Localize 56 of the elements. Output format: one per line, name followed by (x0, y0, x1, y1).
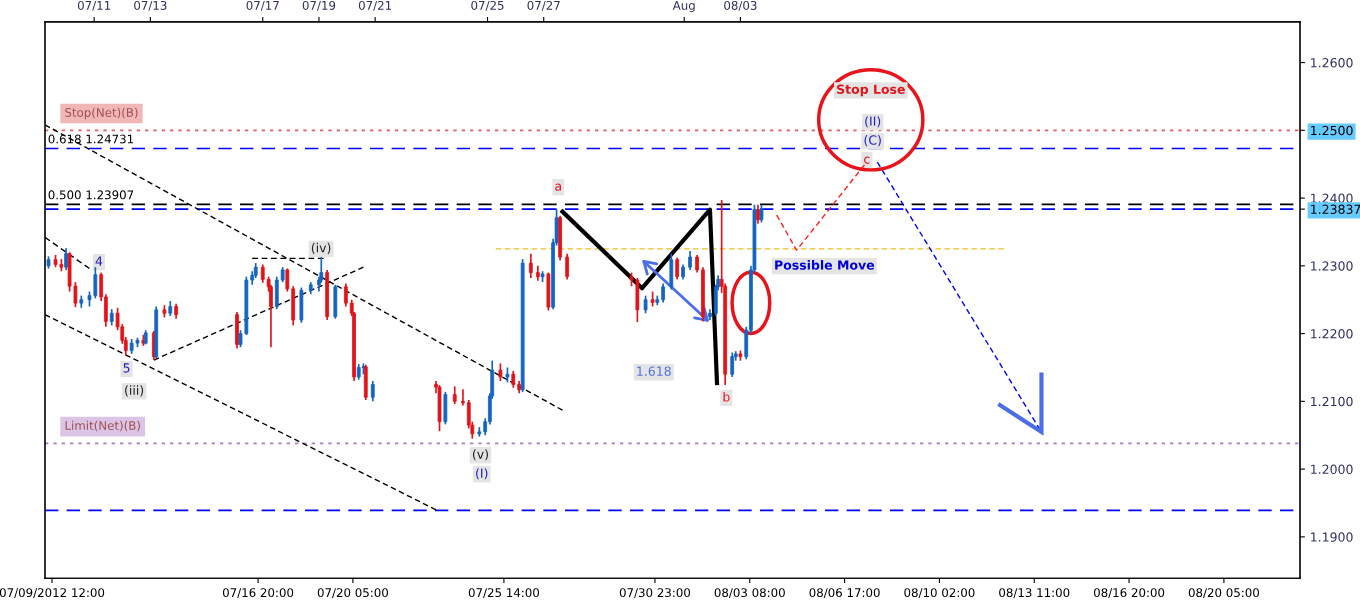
candlestick (343, 282, 348, 308)
ref-line-label: 0.500 1.23907 (48, 190, 134, 200)
candlestick (370, 380, 375, 403)
annotation: 5 (123, 363, 130, 373)
x2-tick-label: 07/19 (302, 0, 336, 11)
annotation: (iii) (125, 385, 144, 397)
x2-tick-label: 07/25 (471, 0, 504, 11)
y-tick-label: 1.1900 (1311, 532, 1353, 542)
annotation: b (723, 391, 730, 402)
y-tick-label: 1.23837 (1311, 204, 1360, 215)
candlestick (688, 250, 692, 271)
x-tick-label: 08/20 05:00 (1188, 588, 1260, 598)
x2-tick-label: 07/27 (527, 0, 560, 11)
x2-tick-label: 07/13 (134, 0, 167, 11)
annotation: c (864, 156, 870, 164)
x-tick-label: 07/20 05:00 (317, 588, 389, 598)
annotation: (II) (865, 116, 881, 128)
y-tick-label: 1.2200 (1311, 329, 1353, 339)
x2-tick-label: 07/17 (246, 0, 279, 11)
y-tick-label: 1.2400 (1311, 193, 1353, 203)
x-tick-label: 08/10 02:00 (904, 588, 975, 598)
y-tick-label: 1.2500 (1311, 125, 1353, 136)
x-tick-label: 07/30 23:00 (619, 588, 691, 598)
line-series (560, 207, 720, 386)
y-tick-label: 1.2100 (1311, 396, 1353, 407)
ref-line-label: 0.618 1.24731 (48, 134, 134, 144)
x2-tick-label: Aug (672, 1, 695, 13)
candlestick (461, 388, 465, 407)
ref-line-label: Limit(Net)(B) (65, 420, 140, 432)
x-tick-label: 08/03 08:00 (714, 588, 785, 598)
y-tick-label: 1.2300 (1311, 261, 1353, 271)
annotation: Stop Lose (837, 84, 905, 97)
annotation: a (555, 183, 561, 191)
candlestick (565, 252, 570, 281)
annotation: 4 (95, 256, 103, 266)
annotation: Possible Move (775, 260, 875, 270)
x-tick-label: 07/16 20:00 (222, 588, 294, 598)
x2-tick-label: 07/21 (358, 0, 392, 11)
y-tick-label: 1.2000 (1311, 464, 1353, 475)
x-tick-label: 08/06 17:00 (809, 588, 880, 598)
candlestick (661, 282, 666, 304)
x2-tick-label: 08/03 (724, 0, 757, 11)
annotation: (C) (864, 135, 881, 147)
candlestick (675, 256, 680, 281)
y-tick-label: 1.2600 (1311, 58, 1353, 68)
annotation: (I) (476, 468, 488, 480)
x-tick-label: 07/09/2012 12:00 (0, 588, 105, 598)
annotation: (iv) (311, 242, 331, 254)
ref-line-label: Stop(Net)(B) (65, 107, 138, 120)
x-tick-label: 07/25 14:00 (468, 588, 540, 598)
x-tick-label: 08/13 11:00 (999, 588, 1070, 598)
x-tick-label: 08/16 20:00 (1093, 588, 1165, 598)
candlestick (528, 252, 533, 279)
annotation: (v) (472, 449, 488, 461)
annotation: 1.618 (637, 366, 671, 376)
x2-tick-label: 07/11 (77, 0, 111, 11)
